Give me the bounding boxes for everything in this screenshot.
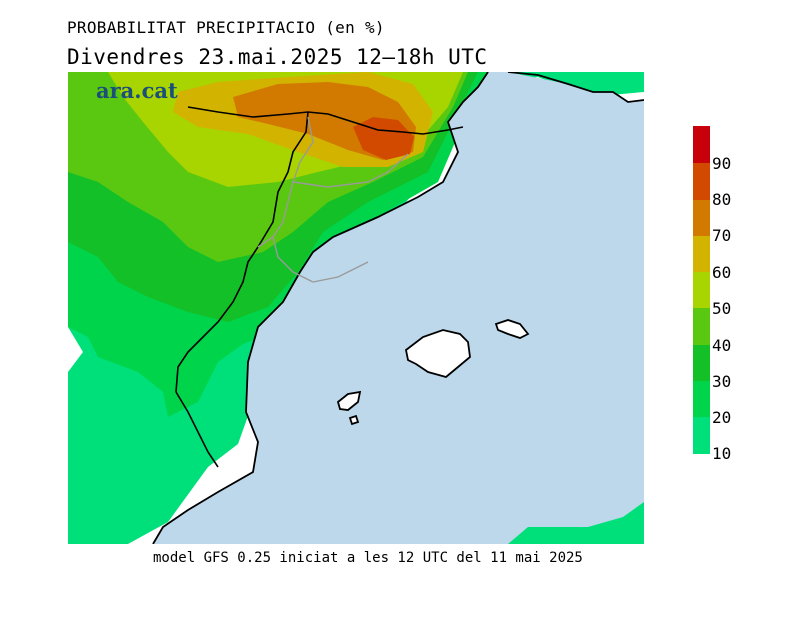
legend-swatch-30 (693, 345, 710, 381)
map-subtitle: Divendres 23.mai.2025 12–18h UTC (67, 45, 488, 69)
color-legend (693, 126, 710, 454)
legend-label: 50 (712, 299, 732, 318)
legend-label: 40 (712, 336, 732, 355)
legend-label: 90 (712, 154, 732, 173)
legend-swatch-20 (693, 381, 710, 417)
island-mallorca (405, 329, 471, 378)
legend-swatch-80 (693, 163, 710, 200)
coastline (152, 72, 644, 544)
province-borders (257, 116, 409, 283)
prob-band-10-sea-east (508, 502, 644, 544)
legend-label: 60 (712, 263, 732, 282)
sea (153, 72, 644, 544)
prob-band-80 (353, 117, 414, 160)
island-menorca (494, 319, 530, 339)
border-valencia (175, 391, 219, 468)
legend-swatch-60 (693, 236, 710, 272)
model-info-footer: model GFS 0.25 iniciat a les 12 UTC del … (153, 550, 583, 566)
map-title: PROBABILITAT PRECIPITACIO (en %) (67, 18, 385, 37)
island-eivissa (336, 390, 362, 411)
border-france-spain (187, 106, 464, 135)
legend-label: 20 (712, 408, 732, 427)
legend-label: 80 (712, 190, 732, 209)
legend-label: 30 (712, 372, 732, 391)
ara-cat-logo: ara.cat (96, 78, 178, 103)
legend-swatch-10 (693, 417, 710, 454)
border-aragon-catalonia (175, 111, 309, 393)
island-formentera (348, 414, 360, 426)
precipitation-map (68, 72, 644, 544)
legend-swatch-40 (693, 308, 710, 345)
legend-labels: 90 80 70 60 50 40 30 20 10 (712, 126, 752, 466)
legend-swatch-90 (693, 126, 710, 163)
legend-swatch-70 (693, 200, 710, 236)
legend-swatch-50 (693, 272, 710, 308)
legend-label: 10 (712, 444, 732, 463)
legend-label: 70 (712, 226, 732, 245)
